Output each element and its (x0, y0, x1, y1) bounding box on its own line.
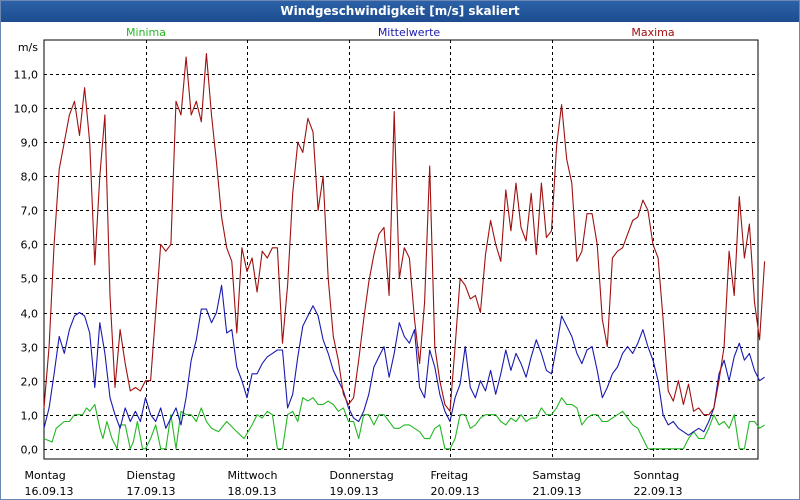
plot-area (43, 39, 759, 460)
y-tick-label: 0,0 (21, 444, 39, 457)
legend-mittelwerte: Mittelwerte (378, 26, 441, 39)
y-tick-label: 1,0 (21, 410, 39, 423)
x-tick-day: Mittwoch (228, 469, 278, 482)
legend-minima: Minima (126, 26, 166, 39)
x-tick-day: Montag (25, 469, 66, 482)
x-tick-date: 17.09.13 (127, 485, 176, 498)
x-tick-day: Sonntag (634, 469, 680, 482)
y-tick-label: 11,0 (14, 69, 39, 82)
series-line-minima (43, 397, 765, 450)
legend-maxima: Maxima (631, 26, 674, 39)
y-tick-label: 4,0 (21, 308, 39, 321)
x-tick-day: Samstag (533, 469, 581, 482)
y-tick-label: 7,0 (21, 205, 39, 218)
chart-title: Windgeschwindigkeit [m/s] skaliert (1, 1, 799, 22)
x-tick-date: 18.09.13 (228, 485, 277, 498)
y-tick-label: 3,0 (21, 342, 39, 355)
x-tick-day: Freitag (431, 469, 469, 482)
y-tick-label: 9,0 (21, 137, 39, 150)
x-tick-date: 16.09.13 (25, 485, 74, 498)
y-tick-label: 6,0 (21, 239, 39, 252)
x-tick-date: 19.09.13 (330, 485, 379, 498)
y-axis-unit: m/s (18, 41, 38, 54)
y-tick-label: 2,0 (21, 376, 39, 389)
x-tick-date: 22.09.13 (634, 485, 683, 498)
x-tick-date: 21.09.13 (533, 485, 582, 498)
y-tick-label: 8,0 (21, 171, 39, 184)
series-line-maxima (43, 53, 766, 416)
x-tick-day: Donnerstag (330, 469, 394, 482)
x-tick-day: Dienstag (127, 469, 176, 482)
series-line-mittelwerte (43, 284, 765, 436)
x-tick-date: 20.09.13 (431, 485, 480, 498)
y-tick-label: 5,0 (21, 273, 39, 286)
y-tick-label: 10,0 (14, 103, 39, 116)
